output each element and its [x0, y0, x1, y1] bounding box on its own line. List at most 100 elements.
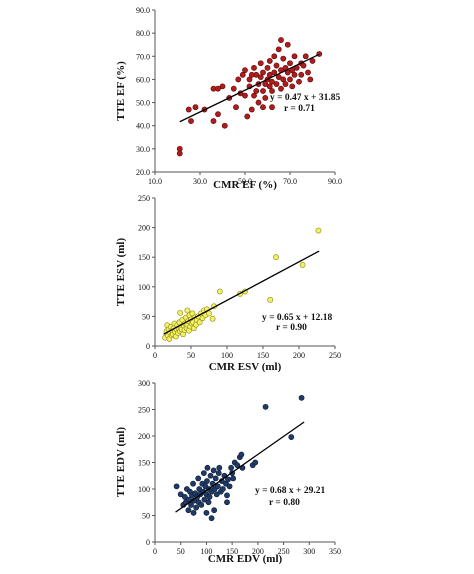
data-point	[278, 85, 284, 92]
data-point	[302, 53, 309, 60]
data-point	[204, 464, 211, 471]
data-point	[215, 470, 222, 476]
x-tick-label: 250	[278, 547, 290, 556]
data-point	[271, 69, 278, 76]
x-tick-label: 30.0	[193, 177, 207, 186]
x-tick-label: 0	[153, 351, 157, 360]
x-tick-label: 90.0	[328, 177, 342, 186]
regression-equation: y = 0.47 x + 31.85	[270, 93, 340, 103]
x-tick-label: 200	[293, 351, 305, 360]
x-tick-label: 70.0	[283, 177, 297, 186]
x-tick-label: 100	[221, 351, 233, 360]
data-point	[300, 62, 307, 69]
data-point	[269, 78, 275, 85]
data-point	[224, 492, 230, 499]
y-tick-label: 100	[138, 283, 150, 292]
data-point	[239, 71, 246, 78]
data-point	[221, 122, 228, 129]
data-point	[216, 464, 223, 471]
data-point	[210, 118, 217, 124]
data-point	[248, 106, 255, 113]
data-point	[251, 64, 257, 71]
data-point	[219, 83, 226, 90]
data-point	[226, 483, 233, 490]
data-point	[188, 118, 194, 124]
data-point	[284, 41, 291, 48]
data-point	[280, 76, 287, 83]
regression-equation: y = 0.68 x + 29.21	[255, 486, 325, 496]
regression-line	[179, 53, 320, 123]
data-point	[260, 104, 266, 111]
data-point	[269, 88, 275, 94]
data-point	[195, 475, 202, 482]
correlation-label: r = 0.80	[269, 498, 300, 508]
x-tick-label: 0	[153, 547, 157, 556]
x-tick-label: 50	[177, 547, 185, 556]
data-point	[228, 464, 235, 471]
regression-line	[163, 250, 320, 335]
data-point	[262, 81, 269, 87]
y-tick-label: 250	[138, 194, 150, 203]
data-point	[267, 296, 274, 303]
data-point	[207, 472, 214, 479]
x-axis-label: CMR EF (%)	[213, 179, 277, 191]
y-tick-label: 50.0	[136, 99, 150, 108]
data-point	[213, 491, 220, 498]
data-point	[278, 37, 284, 43]
y-tick-label: 200	[138, 432, 150, 441]
y-tick-label: 0	[146, 342, 150, 351]
data-point	[275, 46, 282, 53]
x-tick-label: 350	[329, 547, 341, 556]
data-point	[190, 509, 197, 516]
data-point	[255, 99, 262, 106]
data-point	[235, 76, 242, 83]
y-tick-label: 300	[138, 379, 150, 388]
data-point	[203, 509, 210, 516]
data-point	[307, 76, 314, 83]
regression-equation: y = 0.65 x + 12.18	[262, 313, 332, 323]
data-point	[200, 470, 207, 476]
data-point	[208, 515, 215, 522]
data-point	[289, 83, 296, 90]
data-point	[225, 476, 231, 483]
data-point	[253, 88, 260, 94]
y-tick-label: 250	[138, 406, 150, 415]
data-point	[298, 71, 305, 78]
y-axis-label: TTE EF (%)	[115, 61, 127, 121]
data-point	[177, 309, 184, 316]
data-point	[298, 394, 305, 401]
data-point	[305, 69, 311, 76]
y-tick-label: 80.0	[136, 29, 150, 38]
data-point	[266, 58, 273, 64]
y-tick-label: 40.0	[136, 122, 150, 131]
data-point	[215, 111, 221, 118]
data-point	[205, 499, 212, 506]
data-point	[184, 307, 191, 314]
data-point	[242, 92, 248, 99]
data-point	[211, 507, 218, 514]
y-tick-label: 50	[142, 512, 150, 521]
data-point	[233, 104, 239, 111]
data-point	[282, 81, 289, 87]
data-point	[266, 83, 273, 90]
correlation-label: r = 0.90	[276, 323, 307, 333]
data-point	[230, 85, 237, 92]
data-point	[266, 71, 273, 78]
data-point	[224, 499, 230, 506]
data-point	[280, 55, 287, 62]
y-axis-label: TTE ESV (ml)	[115, 238, 127, 307]
data-point	[273, 254, 279, 261]
y-tick-label: 70.0	[136, 52, 150, 61]
data-point	[291, 53, 298, 60]
y-tick-label: 150	[138, 459, 150, 468]
data-point	[253, 71, 260, 78]
chart-panel-1: 10.0 30.0 50.0 70.0 90.0 20.0 30.0 40.0 50.0 60.0…	[115, 6, 342, 191]
data-point	[210, 467, 217, 474]
data-point	[315, 227, 322, 234]
data-point	[204, 478, 210, 484]
data-point	[216, 288, 223, 295]
y-axis-label: TTE EDV (ml)	[115, 427, 127, 497]
data-point	[206, 494, 213, 500]
data-point	[260, 88, 266, 94]
